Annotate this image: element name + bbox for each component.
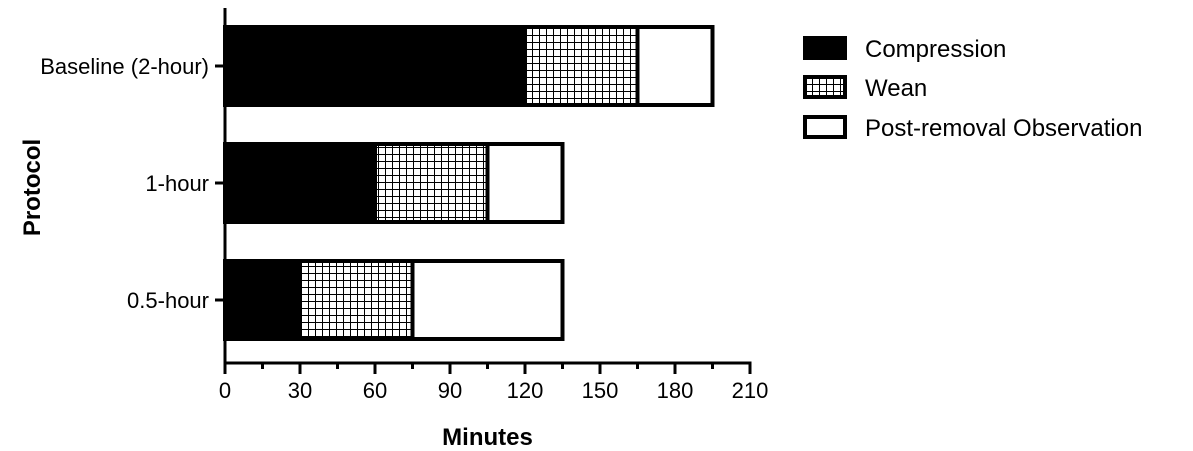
x-tick-label: 90 [438,378,462,403]
bar-segment-compression-3 [223,259,302,341]
y-tick-label: 1-hour [145,171,209,196]
legend-swatch-compression [803,36,847,60]
legend-swatch-post-removal-observation [803,115,847,139]
bars-layer [223,25,715,341]
legend: Compression Wean Post-removal Observation [803,36,1142,142]
axes-layer: Baseline (2-hour) 1-hour 0.5-hour 0 30 60 90 12… [40,8,768,403]
bar-segment-post-removal-observation-2 [485,142,565,224]
x-tick-label: 180 [657,378,694,403]
legend-label: Compression [865,36,1006,63]
y-axis-title: Protocol [19,139,46,236]
bar-segment-compression-2 [223,142,377,224]
x-tick-label: 0 [219,378,231,403]
legend-label: Post-removal Observation [865,115,1142,142]
bar-segment-wean-2 [373,142,490,224]
x-tick-label: 60 [363,378,387,403]
x-tick-label: 30 [288,378,312,403]
bar-segment-compression-1 [223,25,527,107]
y-tick-label: Baseline (2-hour) [40,54,209,79]
x-tick-label: 120 [507,378,544,403]
y-tick-label: 0.5-hour [127,288,209,313]
x-tick-label: 150 [582,378,619,403]
legend-swatch-wean [803,75,847,99]
bar-segment-post-removal-observation-3 [410,259,565,341]
x-axis-title: Minutes [442,424,533,451]
bar-segment-wean-1 [523,25,640,107]
bar-segment-wean-3 [298,259,415,341]
x-tick-label: 210 [732,378,769,403]
bar-segment-post-removal-observation-1 [635,25,715,107]
legend-label: Wean [865,75,927,102]
